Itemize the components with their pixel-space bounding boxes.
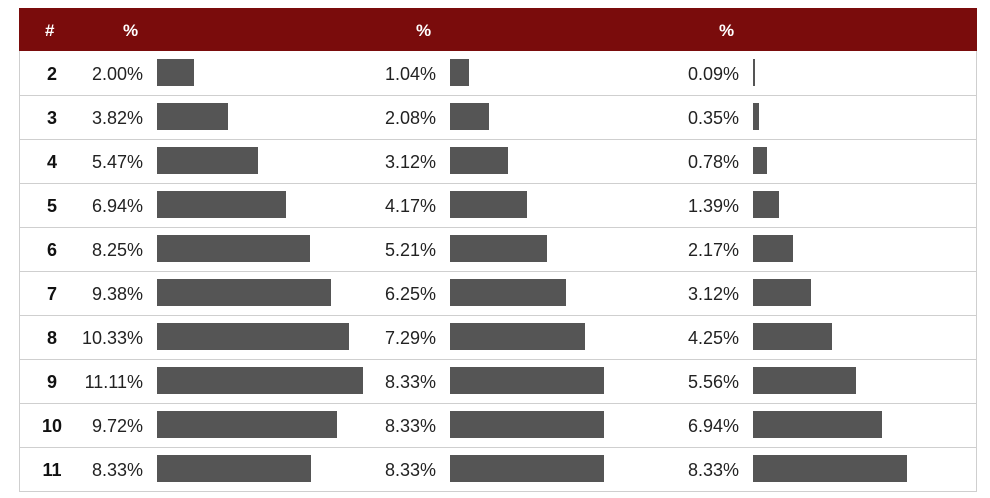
row-number: 11 [42, 460, 62, 480]
percent-value-col3: 1.39% [687, 196, 739, 216]
percent-value-col1: 3.82% [91, 108, 143, 128]
table-row: 2 2.00% 1.04% 0.09% [19, 51, 977, 96]
bar-col2 [450, 323, 586, 350]
table-row: 7 9.38% 6.25% 3.12% [19, 271, 977, 316]
table-row: 9 11.11% 8.33% 5.56% [19, 359, 977, 404]
bar-col2 [450, 103, 489, 130]
table-header: # % % % [19, 8, 977, 51]
bar-col2 [450, 59, 470, 86]
table-row: 3 3.82% 2.08% 0.35% [19, 95, 977, 140]
percent-value-col2: 5.21% [384, 240, 436, 260]
bar-col2 [450, 367, 605, 394]
table-row: 6 8.25% 5.21% 2.17% [19, 227, 977, 272]
percent-value-col3: 0.09% [687, 64, 739, 84]
percent-value-col2: 1.04% [384, 64, 436, 84]
percent-value-col1: 6.94% [91, 196, 143, 216]
bar-col3 [753, 147, 768, 174]
percent-value-col1: 9.72% [91, 416, 143, 436]
percent-value-col1: 11.11% [84, 372, 143, 392]
bar-col3 [753, 59, 755, 86]
table-row: 4 5.47% 3.12% 0.78% [19, 139, 977, 184]
bar-col2 [450, 235, 547, 262]
bar-col2 [450, 191, 528, 218]
table-row: 8 10.33% 7.29% 4.25% [19, 315, 977, 360]
percent-value-col3: 4.25% [687, 328, 739, 348]
percent-value-col3: 0.78% [687, 152, 739, 172]
percent-value-col3: 2.17% [687, 240, 739, 260]
percent-value-col2: 6.25% [384, 284, 436, 304]
header-percent-1: % [123, 21, 139, 40]
percent-value-col3: 0.35% [687, 108, 739, 128]
percent-value-col1: 5.47% [91, 152, 143, 172]
header-percent-3: % [719, 21, 735, 40]
row-number: 8 [46, 328, 57, 348]
table-row: 10 9.72% 8.33% 6.94% [19, 403, 977, 448]
header-percent-2: % [416, 21, 432, 40]
bar-col1 [157, 59, 195, 86]
probability-table: # % % % 2 2.00% 1.04% 0.09% 3 3.82% 2.08% 0.35%… [19, 8, 977, 498]
bar-col3 [753, 103, 760, 130]
row-number: 3 [46, 108, 57, 128]
bar-col1 [157, 191, 286, 218]
percent-value-col2: 4.17% [384, 196, 436, 216]
bar-col2 [450, 279, 566, 306]
percent-value-col3: 8.33% [687, 460, 739, 480]
bar-col3 [753, 235, 794, 262]
bar-col1 [157, 455, 312, 482]
percent-value-col2: 7.29% [384, 328, 436, 348]
percent-value-col1: 10.33% [81, 328, 143, 348]
percent-value-col1: 8.25% [91, 240, 143, 260]
row-number: 5 [46, 196, 57, 216]
percent-value-col2: 3.12% [384, 152, 436, 172]
bar-col1 [157, 279, 331, 306]
row-number: 4 [46, 152, 57, 172]
bar-col3 [753, 411, 882, 438]
row-number: 10 [41, 416, 63, 436]
percent-value-col3: 5.56% [687, 372, 739, 392]
bar-col1 [157, 103, 228, 130]
bar-col1 [157, 367, 363, 394]
percent-value-col1: 2.00% [91, 64, 143, 84]
bar-col2 [450, 411, 605, 438]
row-number: 9 [46, 372, 57, 392]
bar-col3 [753, 191, 779, 218]
bar-col3 [753, 323, 832, 350]
bar-col1 [157, 147, 259, 174]
table-row: 5 6.94% 4.17% 1.39% [19, 183, 977, 228]
bar-col3 [753, 367, 857, 394]
percent-value-col1: 8.33% [91, 460, 143, 480]
percent-value-col3: 6.94% [687, 416, 739, 436]
bar-col2 [450, 455, 605, 482]
percent-value-col2: 8.33% [384, 372, 436, 392]
bar-col1 [157, 323, 349, 350]
percent-value-col2: 2.08% [384, 108, 436, 128]
bar-col3 [753, 279, 811, 306]
header-number: # [45, 21, 55, 40]
row-number: 2 [46, 64, 57, 84]
percent-value-col2: 8.33% [384, 460, 436, 480]
percent-value-col3: 3.12% [687, 284, 739, 304]
bar-col2 [450, 147, 508, 174]
bar-col1 [157, 411, 338, 438]
table-row: 11 8.33% 8.33% 8.33% [19, 447, 977, 492]
row-number: 7 [46, 284, 57, 304]
percent-value-col1: 9.38% [91, 284, 143, 304]
bar-col3 [753, 455, 908, 482]
percent-value-col2: 8.33% [384, 416, 436, 436]
bar-col1 [157, 235, 310, 262]
row-number: 6 [46, 240, 57, 260]
